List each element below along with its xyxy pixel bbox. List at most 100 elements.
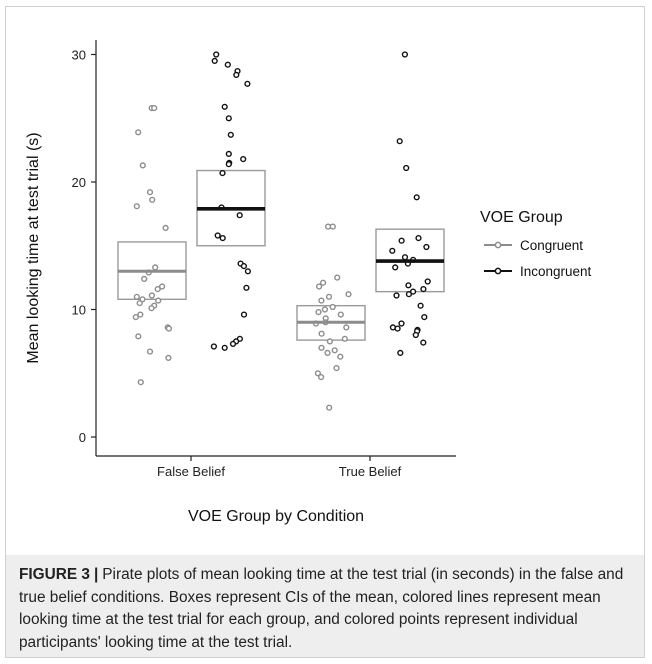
data-point-congruent [159,283,166,290]
data-point-incongruent [225,161,232,168]
data-point-congruent [136,300,143,307]
participant-points [132,51,431,411]
data-point-congruent [135,129,142,136]
data-point-incongruent [219,170,226,177]
data-point-congruent [329,303,336,311]
data-point-congruent [318,344,325,351]
data-point-incongruent [389,247,396,254]
data-point-congruent [146,189,154,196]
data-point-incongruent [233,71,240,79]
data-point-incongruent [240,263,248,270]
data-point-congruent [162,224,169,232]
data-point-incongruent [221,103,228,110]
data-point-congruent [155,297,162,304]
legend-congruent-point [494,241,502,249]
legend-congruent-label: Congruent [520,238,583,253]
data-point-incongruent [417,302,424,309]
data-point-congruent [137,379,144,386]
data-point-incongruent [394,325,401,332]
data-point-congruent [154,286,161,293]
data-point-congruent [137,311,144,318]
legend-title: VOE Group [480,209,563,226]
data-point-incongruent [397,349,404,357]
data-point-incongruent [392,264,399,271]
data-point-congruent [133,203,140,210]
data-point-congruent [320,279,327,286]
data-point-congruent [325,293,333,300]
data-point-congruent [326,338,334,345]
data-point-congruent [345,291,352,298]
data-point-congruent [343,324,350,331]
data-point-congruent [333,365,340,372]
data-point-congruent [165,325,173,332]
data-point-congruent [132,314,139,321]
data-point-congruent [326,404,333,411]
data-point-congruent [324,349,331,357]
data-point-incongruent [401,254,409,261]
ci-boxes [117,169,445,341]
data-point-congruent [331,347,338,354]
data-point-congruent [148,292,156,299]
data-point-incongruent [405,282,412,289]
data-point-congruent [139,162,146,169]
y-axis-label: Mean looking time at test trial (s) [25,132,42,363]
caption-label: FIGURE 3 [19,566,90,583]
y-tick-label: 0 [79,430,86,445]
data-point-congruent [135,333,142,340]
data-point-incongruent [393,292,400,299]
data-point-incongruent [403,164,410,172]
data-point-incongruent [410,288,417,295]
data-point-congruent [337,353,344,360]
data-point-incongruent [229,340,237,348]
data-point-incongruent [213,51,220,58]
data-point-incongruent [401,51,409,58]
y-ticks: 0 10 20 30 [72,48,96,445]
data-point-incongruent [210,343,218,350]
data-point-incongruent [420,339,427,346]
y-tick-label: 30 [72,48,86,63]
data-point-incongruent [227,131,234,138]
data-point-incongruent [225,150,232,158]
data-point-incongruent [405,291,413,298]
caption-separator: | [93,566,99,583]
data-point-congruent [146,348,154,355]
data-point-congruent [318,297,325,304]
data-point-congruent [148,305,155,312]
data-point-congruent [334,274,341,281]
data-point-congruent [318,374,325,381]
mean-lines [118,206,444,324]
data-point-incongruent [211,57,218,65]
data-point-incongruent [412,331,419,339]
data-point-incongruent [225,115,232,122]
data-point-incongruent [420,286,427,293]
data-point-incongruent [421,314,428,321]
x-tick-label: False Belief [157,464,225,479]
data-point-incongruent [244,80,251,87]
x-ticks: False Belief True Belief [157,456,402,479]
data-point-incongruent [423,243,430,251]
data-point-congruent [141,275,148,283]
legend: VOE Group Congruent Incongruent [480,209,592,279]
data-point-congruent [149,196,156,203]
data-point-incongruent [214,232,221,239]
data-point-congruent [318,330,325,337]
data-point-congruent [341,335,348,342]
figure-panel [5,6,645,658]
data-point-incongruent [224,61,231,68]
pirate-plot-chart: 0 10 20 30 False Belief True Belief Mean loo… [25,40,592,525]
data-point-incongruent [398,237,405,244]
data-point-congruent [133,293,140,300]
x-axis-label: VOE Group by Condition [188,508,364,525]
data-point-incongruent [240,311,248,318]
legend-incongruent-label: Incongruent [520,264,592,279]
data-point-incongruent [236,212,243,219]
data-point-incongruent [243,284,250,291]
data-point-incongruent [221,344,228,351]
y-tick-label: 10 [72,303,86,318]
data-point-congruent [316,283,323,290]
data-point-incongruent [424,278,431,285]
caption-text: Pirate plots of mean looking time at the… [19,566,624,651]
data-point-congruent [151,104,158,112]
data-point-incongruent [396,138,403,145]
data-point-incongruent [244,268,252,275]
